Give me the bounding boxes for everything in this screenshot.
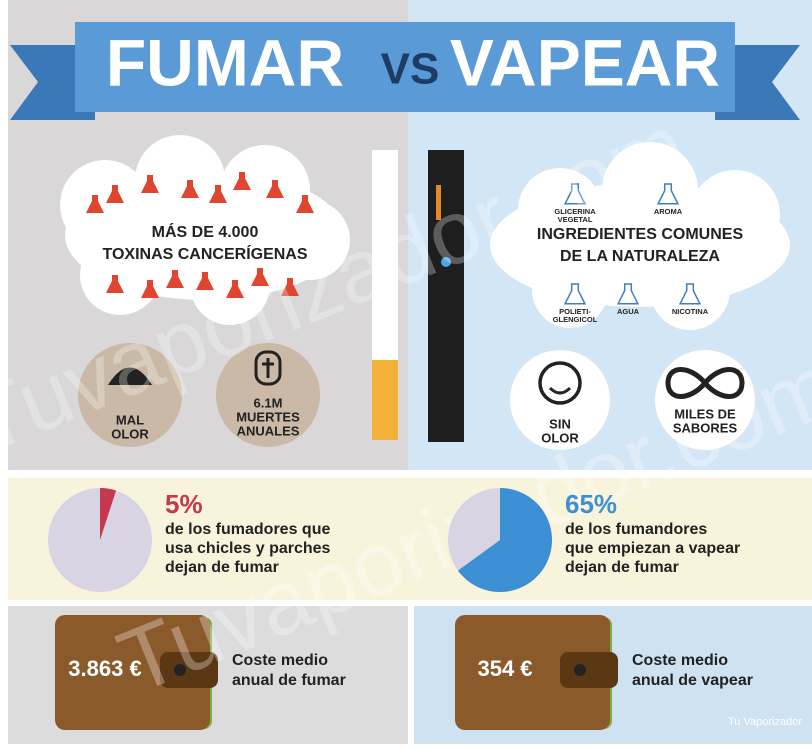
ingredient-label: AROMA — [654, 207, 683, 216]
cost-amount: 354 € — [477, 656, 532, 681]
badge-text: MUERTES — [236, 409, 300, 424]
badge-text: OLOR — [541, 430, 579, 445]
title-word: VS — [381, 45, 440, 94]
badge-text: OLOR — [111, 426, 149, 441]
quit-text: dejan de fumar — [565, 559, 679, 576]
cost-text: anual de vapear — [632, 672, 753, 689]
badge-text: 6.1M — [254, 395, 283, 410]
quit-text: usa chicles y parches — [165, 540, 331, 557]
ingredient-label: AGUA — [617, 307, 640, 316]
quit-text: dejan de fumar — [165, 559, 279, 576]
title-word: VAPEAR — [450, 25, 720, 99]
badge-text: MAL — [116, 412, 144, 427]
title-word: FUMAR — [106, 25, 344, 99]
cloud-text: MÁS DE 4.000 — [152, 222, 259, 241]
cost-text: anual de fumar — [232, 672, 346, 689]
ingredient-label: GLENGICOL — [553, 315, 598, 324]
percent-label: 5% — [165, 489, 203, 519]
cloud-text: INGREDIENTES COMUNES — [537, 226, 744, 243]
quit-text: de los fumadores que — [165, 521, 330, 538]
cloud-text: TOXINAS CANCERÍGENAS — [102, 244, 307, 263]
cost-text: Coste medio — [632, 652, 728, 669]
cost-amount: 3.863 € — [68, 656, 141, 681]
quit-text: de los fumandores — [565, 521, 707, 538]
badge-text: SABORES — [673, 420, 738, 435]
badge-text: ANUALES — [237, 423, 300, 438]
ingredient-label: NICOTINA — [672, 307, 709, 316]
cost-text: Coste medio — [232, 652, 328, 669]
quit-text: que empiezan a vapear — [565, 540, 740, 557]
cloud-text: DE LA NATURALEZA — [560, 248, 720, 265]
cigarette-filter — [372, 360, 398, 440]
ingredient-label: VEGETAL — [558, 215, 593, 224]
badge-text: MILES DE — [674, 406, 736, 421]
infographic: Tuvaporizador.comTuvaporizador.comTu Vap… — [0, 0, 812, 749]
percent-label: 65% — [565, 489, 617, 519]
watermark: Tu Vaporizador — [728, 716, 802, 728]
badge-text: SIN — [549, 416, 571, 431]
